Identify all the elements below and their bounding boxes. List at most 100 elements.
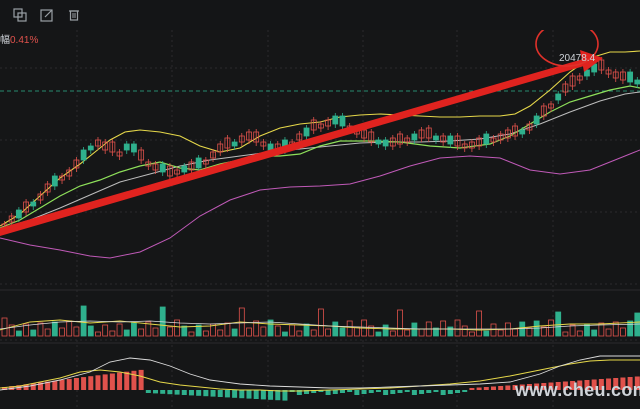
trash-icon[interactable] [66, 7, 82, 23]
copy-icon[interactable] [12, 7, 28, 23]
candle [303, 127, 310, 137]
candle [195, 157, 202, 169]
macd-bar [81, 377, 87, 390]
macd-bar [419, 390, 425, 394]
price-annotation: 20478.4 [559, 53, 596, 64]
candle [202, 159, 209, 165]
volume-bar [627, 320, 634, 337]
volume-bar [461, 325, 468, 337]
header-label: 幅0.41% [0, 31, 38, 46]
candle [318, 123, 324, 129]
candle [246, 131, 252, 141]
macd-bar [462, 390, 468, 392]
macd-bar [534, 383, 540, 390]
macd-bar [52, 380, 58, 390]
macd-bar [95, 375, 101, 390]
macd-bar [397, 390, 403, 393]
macd-bar [45, 381, 51, 390]
macd-bar [138, 369, 144, 390]
macd-bar [455, 390, 461, 393]
macd-bar [476, 387, 482, 390]
volume-bar [30, 329, 37, 337]
volume-bar [138, 328, 145, 337]
volume-bar [224, 322, 231, 337]
volume-bar [152, 327, 159, 337]
volume-bar [404, 329, 411, 337]
macd-bar [318, 390, 324, 392]
macd-bar [548, 382, 554, 390]
grid-lines [0, 30, 640, 409]
candle [238, 135, 245, 143]
candle [620, 71, 626, 81]
change-value: 0.41% [10, 35, 39, 46]
macd-bar [181, 390, 187, 395]
macd-bar [325, 390, 331, 395]
candle [51, 175, 58, 187]
candle [605, 69, 612, 75]
candle [339, 115, 346, 127]
macd-bar [102, 374, 108, 390]
macd-bar [411, 390, 417, 395]
macd-bar [296, 390, 302, 395]
volume-bar [166, 326, 173, 337]
macd-bar [268, 390, 274, 400]
macd-bar [634, 376, 640, 390]
volume-bar [540, 326, 547, 337]
volume-bar [433, 327, 439, 337]
volume-bar [447, 326, 454, 337]
volume-bar [260, 326, 267, 337]
candle [87, 145, 94, 151]
volume-bar [289, 324, 296, 337]
candle [627, 71, 634, 83]
candle [217, 143, 224, 153]
macd-bar [217, 390, 223, 397]
volume-bar [620, 327, 626, 337]
candle [382, 139, 389, 147]
macd-bar [224, 390, 230, 398]
candle [555, 93, 562, 101]
candle [138, 149, 145, 161]
volume-bar [562, 331, 569, 337]
candle [44, 183, 51, 193]
macd-bar [354, 390, 360, 395]
candle [15, 209, 22, 219]
candle [433, 135, 439, 141]
change-prefix: 幅 [0, 35, 10, 46]
candle [30, 201, 37, 207]
macd-bar [73, 378, 79, 390]
candle [418, 129, 425, 139]
volume-bar [267, 319, 274, 337]
macd-bar [555, 382, 561, 390]
macd-bar [304, 390, 310, 394]
macd-bar [577, 380, 583, 390]
macd-bar [23, 384, 29, 390]
volume-bar [310, 329, 317, 337]
volume-bar [612, 321, 619, 337]
macd-bar [246, 390, 252, 399]
candle [310, 119, 317, 131]
volume-bar [346, 320, 353, 337]
volume-bar [131, 322, 137, 337]
edit-icon[interactable] [39, 7, 55, 23]
macd-bar [210, 390, 216, 397]
volume-bar [15, 330, 22, 337]
macd-bar [188, 390, 194, 396]
macd-bar [390, 390, 396, 394]
candle [8, 215, 15, 223]
macd-bar [2, 387, 7, 390]
candle [188, 161, 195, 171]
candle [584, 69, 590, 77]
macd-bar [368, 390, 374, 393]
macd-bar [88, 376, 94, 390]
candle [562, 83, 569, 93]
volume-bar [44, 328, 51, 337]
volume-bar [440, 320, 447, 337]
macd-bar [239, 390, 245, 399]
macd-bar [153, 390, 159, 394]
volume-bar [59, 327, 65, 337]
macd-bar [498, 386, 504, 390]
volume-bar [318, 308, 324, 337]
candle [548, 103, 554, 109]
volume-bar [95, 331, 101, 337]
